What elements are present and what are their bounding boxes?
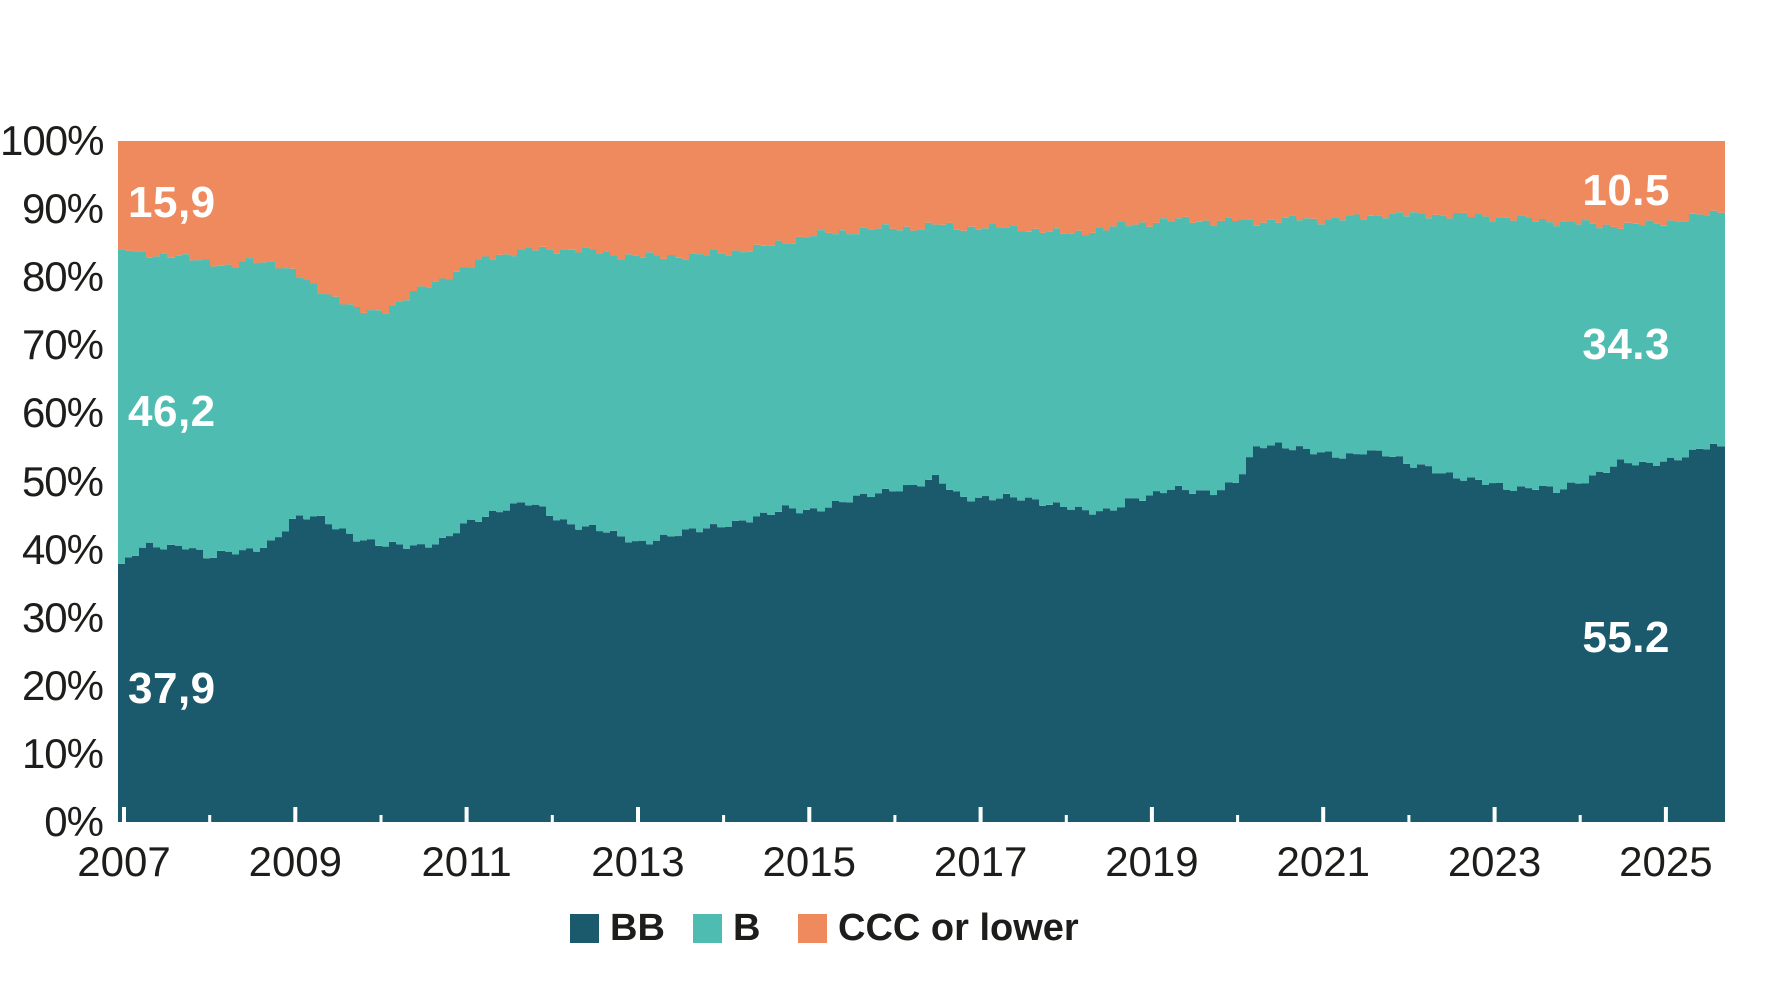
legend-label-ccc: CCC or lower	[838, 906, 1079, 949]
data-label-b-start: 46,2	[128, 387, 216, 436]
legend-label-bb: BB	[610, 906, 665, 949]
data-label-bb-start: 37,9	[128, 664, 216, 713]
y-axis-label: 100%	[0, 117, 104, 164]
y-axis-label: 40%	[21, 525, 104, 573]
legend-item-ccc: CCC or lower	[798, 905, 1079, 951]
y-axis-label: 80%	[21, 253, 104, 301]
stacked-area-plot	[118, 141, 1725, 839]
legend-swatch-ccc-icon	[798, 913, 827, 943]
legend-swatch-b-icon	[693, 913, 722, 943]
data-label-b-end: 34.3	[1582, 320, 1670, 369]
y-axis-label: 10%	[21, 729, 104, 777]
x-axis-label: 2009	[248, 838, 343, 885]
y-axis-label: 20%	[21, 661, 104, 709]
x-axis-label: 2017	[933, 838, 1028, 885]
x-axis-label: 2019	[1105, 838, 1199, 885]
legend-item-bb: BB	[570, 905, 665, 951]
data-label-ccc-start: 15,9	[128, 178, 216, 227]
data-label-ccc-end: 10.5	[1582, 166, 1670, 215]
y-axis-label: 30%	[21, 593, 104, 641]
y-axis-label: 0%	[44, 798, 104, 845]
y-axis-label: 90%	[21, 185, 104, 233]
x-axis-label: 2011	[421, 838, 512, 885]
x-axis-label: 2013	[591, 838, 685, 885]
x-axis-label: 2023	[1447, 838, 1542, 885]
data-label-bb-end: 55.2	[1582, 613, 1670, 662]
x-axis-label: 2021	[1276, 838, 1370, 885]
y-axis-label: 60%	[21, 389, 104, 437]
x-axis-label: 2007	[77, 838, 171, 885]
x-axis-label: 2015	[762, 838, 856, 885]
x-axis-label: 2025	[1619, 838, 1713, 885]
legend-label-b: B	[733, 906, 761, 949]
y-axis-label: 70%	[21, 321, 104, 369]
y-axis-label: 50%	[21, 457, 104, 505]
legend-swatch-bb-icon	[570, 913, 599, 943]
legend-item-b: B	[693, 905, 760, 951]
